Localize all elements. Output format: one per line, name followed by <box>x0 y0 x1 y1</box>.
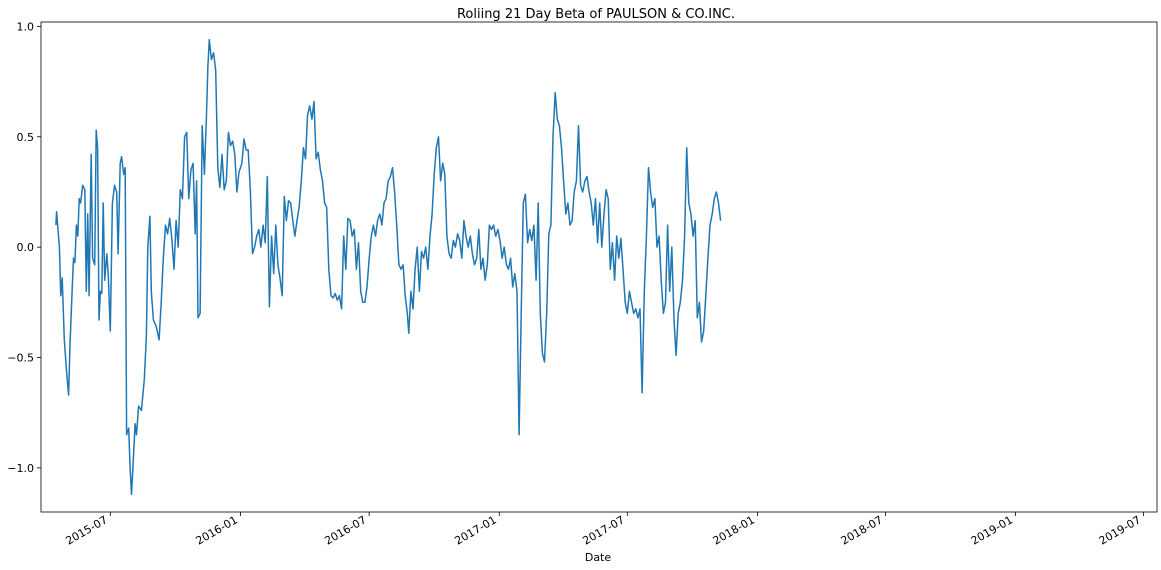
y-tick-label: 1.0 <box>17 20 35 33</box>
x-tick-label: 2018-01 <box>711 513 757 547</box>
plot-area <box>40 21 1158 513</box>
chart-title: Roliing 21 Day Beta of PAULSON & CO.INC. <box>457 7 735 22</box>
x-tick-label: 2018-07 <box>839 513 885 547</box>
x-tick-label: 2019-07 <box>1097 513 1143 547</box>
x-tick-label: 2015-07 <box>63 513 109 547</box>
x-tick-label: 2017-07 <box>580 513 626 547</box>
series-layer <box>55 38 722 496</box>
y-tick-label: −0.5 <box>7 351 34 364</box>
y-tick-label: 0.0 <box>17 241 35 254</box>
x-axis: 2015-07 2016-01 2016-07 2017-01 2017-07 2018-… <box>63 512 1144 548</box>
x-tick-label: 2017-01 <box>452 513 498 547</box>
y-tick-label: 0.5 <box>17 131 35 144</box>
x-tick-label: 2016-01 <box>194 513 240 547</box>
series-line <box>55 38 722 496</box>
y-tick-label: −1.0 <box>7 462 34 475</box>
y-axis: 1.0 0.5 0.0 −0.5 −1.0 <box>7 20 41 475</box>
axes-frame <box>40 21 1158 513</box>
x-tick-label: 2016-07 <box>322 513 368 547</box>
x-axis-label: Date <box>585 551 612 564</box>
x-tick-label: 2019-01 <box>969 513 1015 547</box>
